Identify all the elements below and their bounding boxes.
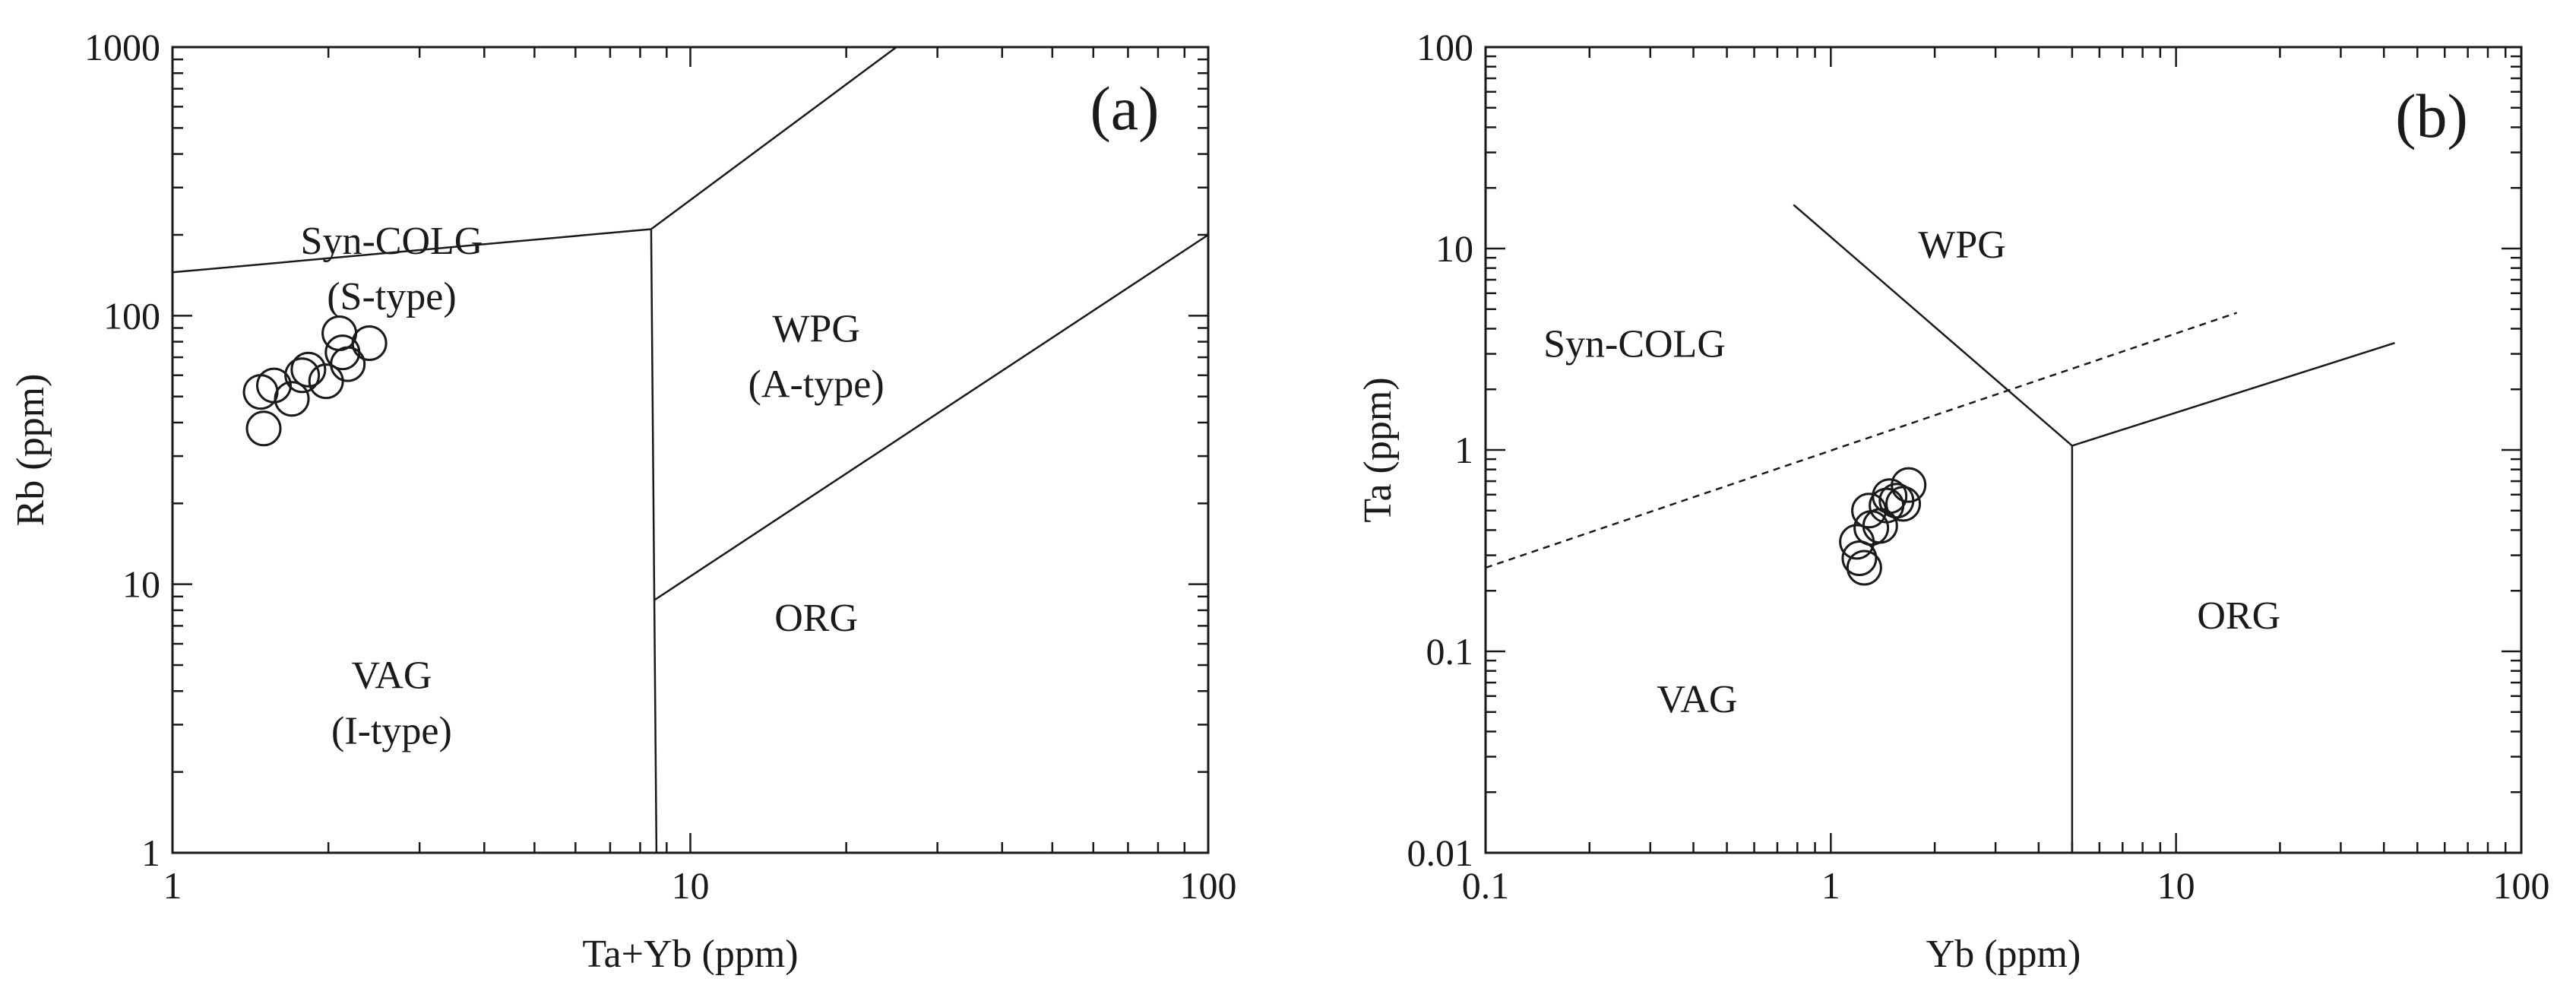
field-label: VAG <box>351 654 432 697</box>
data-point <box>245 410 282 447</box>
x-tick-label: 1 <box>163 864 182 907</box>
field-boundary-line <box>650 229 658 854</box>
data-point <box>330 346 366 382</box>
data-point <box>1846 550 1882 586</box>
data-point <box>242 374 279 410</box>
dashed-boundary-line <box>1485 312 2238 569</box>
x-tick-label: 100 <box>1180 864 1237 907</box>
data-point <box>274 381 310 417</box>
y-axis-title: Rb (ppm) <box>9 374 52 527</box>
panel-label: (b) <box>2395 81 2468 150</box>
y-tick-label: 1 <box>141 832 160 874</box>
x-tick-label: 0.1 <box>1462 864 1510 907</box>
field-label: VAG <box>1657 678 1737 721</box>
field-label: ORG <box>774 597 858 640</box>
y-tick-label: 100 <box>103 294 160 337</box>
field-boundary-line <box>1793 204 2073 447</box>
field-label: WPG <box>1918 223 2006 267</box>
data-point <box>284 357 321 394</box>
x-tick-label: 10 <box>2157 864 2195 907</box>
y-tick-label: 1 <box>1454 429 1473 471</box>
field-boundary-line <box>653 233 1209 602</box>
x-tick-label: 10 <box>672 864 710 907</box>
x-tick-label: 1 <box>1821 864 1840 907</box>
data-point <box>1841 540 1878 576</box>
field-label: (I-type) <box>331 709 452 752</box>
y-axis-title: Ta (ppm) <box>1356 377 1400 522</box>
y-tick-label: 10 <box>122 563 160 606</box>
chart-panel-a: 1 10 100 1 10 100 1000 Ta+Yb (ppm) Rb (ppm) Syn-C… <box>9 26 1237 976</box>
field-boundary-line <box>172 228 652 274</box>
plot-frame <box>1484 46 2523 854</box>
field-label: Syn-COLG <box>1543 322 1726 366</box>
field-label: WPG <box>772 308 860 351</box>
field-boundary-line <box>650 46 897 230</box>
data-point <box>351 325 388 362</box>
x-tick-label: 100 <box>2493 864 2550 907</box>
data-point <box>256 367 293 404</box>
x-axis-title: Yb (ppm) <box>1926 933 2081 976</box>
field-label: (A-type) <box>748 363 885 407</box>
y-tick-label: 100 <box>1416 26 1473 68</box>
field-label: Syn-COLG <box>301 220 483 263</box>
x-axis-title: Ta+Yb (ppm) <box>582 933 798 976</box>
data-point <box>1885 486 1922 522</box>
y-tick-label: 0.1 <box>1426 630 1474 673</box>
y-tick-label: 1000 <box>84 26 160 68</box>
field-label: ORG <box>2197 594 2280 638</box>
panel-label: (a) <box>1090 74 1159 143</box>
field-label: (S-type) <box>327 275 456 318</box>
plot-frame <box>171 46 1210 854</box>
data-point <box>1891 467 1927 503</box>
field-boundary-line <box>2071 342 2395 447</box>
y-tick-label: 10 <box>1435 227 1473 270</box>
data-point <box>290 351 327 388</box>
y-tick-label: 0.01 <box>1407 832 1474 874</box>
